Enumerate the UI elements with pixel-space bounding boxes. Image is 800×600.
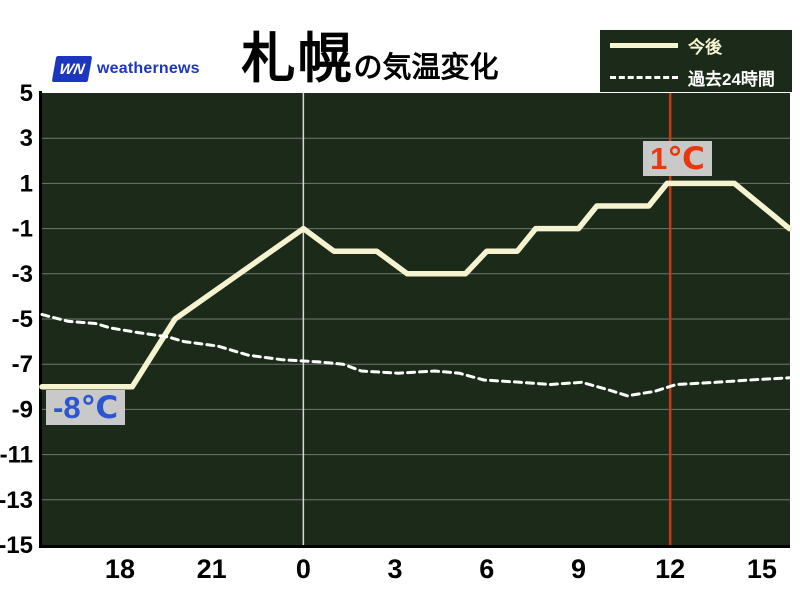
y-tick-label: 1 (20, 170, 33, 197)
chart-legend: 今後 過去24時間 (600, 30, 792, 92)
legend-label-forecast: 今後 (688, 37, 722, 57)
forecast-line-sample (610, 42, 678, 48)
weathernews-logo-text: weathernews (97, 60, 200, 77)
x-tick-label: 6 (479, 554, 494, 584)
y-tick-label: -11 (0, 442, 33, 469)
past-line-sample (610, 75, 678, 79)
title-city: 札幌 (241, 29, 354, 89)
y-tick-label: -9 (12, 396, 33, 423)
y-tick-label: -7 (12, 351, 33, 378)
x-tick-label: 15 (747, 554, 777, 584)
forecast-line (39, 180, 793, 390)
x-tick-label: 0 (296, 554, 311, 584)
page-title: 札幌の気温変化 (120, 14, 620, 93)
y-tick-label: -13 (0, 487, 33, 514)
x-tick-label: 9 (571, 554, 586, 584)
y-tick-label: 5 (20, 80, 33, 107)
x-tick-label: 3 (388, 554, 403, 584)
y-tick-label: 3 (20, 125, 33, 152)
y-tick-label: -15 (0, 532, 33, 559)
y-tick-label: -3 (12, 261, 33, 288)
y-tick-label: -5 (12, 306, 33, 333)
y-tick-label: -1 (12, 216, 33, 243)
weathernews-logo: WN weathernews (51, 56, 200, 82)
x-tick-label: 12 (655, 554, 685, 584)
current-temp-label: -8℃ (46, 390, 126, 426)
legend-item-forecast: 今後 (610, 33, 782, 58)
legend-item-past: 過去24時間 (610, 65, 782, 90)
legend-label-past: 過去24時間 (688, 69, 775, 89)
x-tick-label: 18 (105, 554, 135, 584)
x-tick-label: 21 (197, 554, 227, 584)
past-line (40, 313, 791, 398)
peak-temp-label: 1℃ (643, 141, 712, 177)
title-suffix: の気温変化 (353, 52, 499, 84)
